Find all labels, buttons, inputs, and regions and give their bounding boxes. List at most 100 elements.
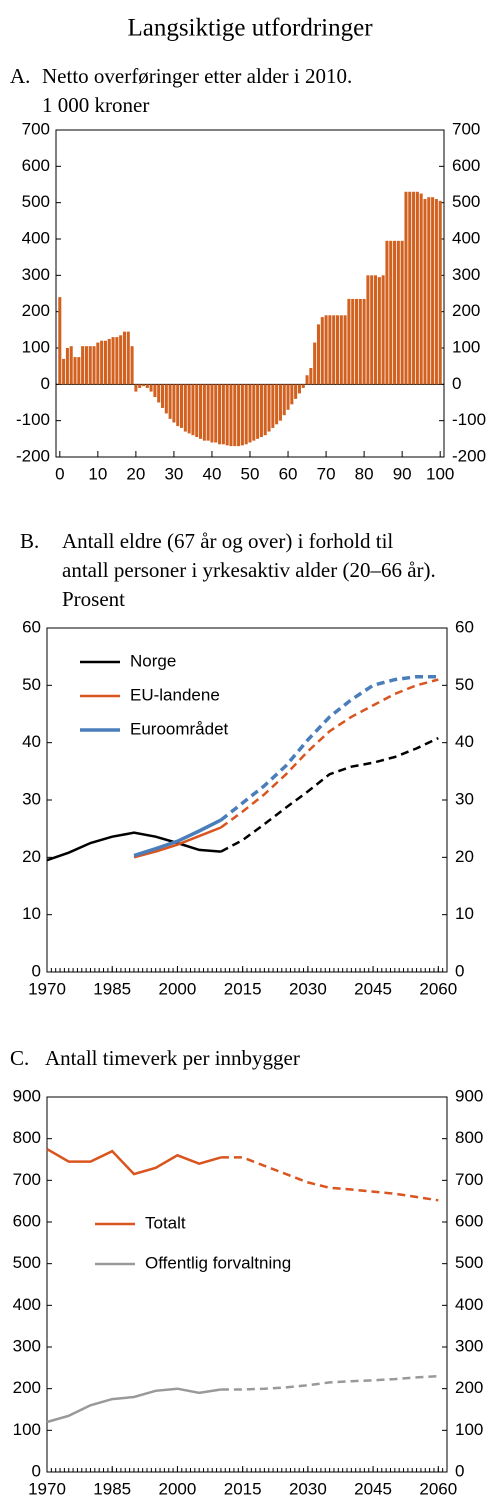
x-tick-label: 90: [393, 464, 412, 483]
bar: [275, 384, 279, 425]
x-tick-label: 1985: [93, 1479, 131, 1498]
bar: [309, 367, 313, 385]
bar: [160, 384, 165, 408]
x-tick-label: 10: [88, 464, 107, 483]
bar: [225, 384, 229, 446]
bar: [358, 298, 362, 385]
y2-tick-label: 30: [455, 789, 474, 808]
bar: [256, 384, 260, 439]
panel-label: A.: [10, 64, 30, 88]
bar: [415, 191, 419, 385]
bar: [206, 384, 210, 441]
y-tick-label: 60: [22, 617, 41, 636]
y-tick-label: 100: [22, 337, 50, 356]
x-tick-label: 80: [355, 464, 374, 483]
y2-tick-label: 700: [452, 119, 480, 138]
bar: [389, 240, 393, 385]
bar: [92, 346, 96, 385]
x-tick-label: 2045: [354, 979, 392, 998]
bar: [111, 337, 115, 385]
bar: [96, 342, 100, 385]
bar: [431, 197, 435, 385]
y-tick-label: 50: [22, 675, 41, 694]
bar: [153, 384, 157, 398]
y-tick-label: 30: [22, 789, 41, 808]
bar: [88, 346, 92, 385]
y2-tick-label: 500: [455, 1253, 483, 1272]
y-tick-label: 100: [13, 1420, 41, 1439]
y2-tick-label: 50: [455, 675, 474, 694]
bar: [134, 384, 138, 392]
legend-label: Euroområdet: [130, 719, 229, 738]
bar: [187, 384, 191, 434]
y2-tick-label: 400: [452, 228, 480, 247]
x-tick-label: 2045: [354, 1479, 392, 1498]
bar: [126, 331, 130, 385]
bar: [69, 346, 73, 385]
bar: [65, 348, 69, 385]
line-history: [133, 818, 222, 858]
bar: [248, 384, 252, 443]
line-history: [46, 831, 221, 862]
bar: [145, 384, 149, 388]
line-history: [46, 1387, 222, 1424]
x-tick-label: 2060: [419, 979, 457, 998]
bar: [195, 384, 199, 438]
x-tick-label: 40: [202, 464, 221, 483]
y2-tick-label: 700: [455, 1170, 483, 1189]
bar: [278, 384, 282, 421]
bar: [214, 384, 218, 443]
y2-tick-label: 200: [452, 301, 480, 320]
line-projection: [220, 678, 439, 829]
x-tick-label: 2000: [159, 979, 197, 998]
bar: [119, 335, 123, 385]
y2-tick-label: 100: [455, 1420, 483, 1439]
bar: [176, 384, 180, 427]
bar: [328, 315, 332, 385]
bar: [183, 384, 187, 432]
y-tick-label: 0: [32, 961, 41, 980]
bar: [149, 384, 153, 392]
y-tick-label: 200: [13, 1378, 41, 1397]
y2-tick-label: 0: [455, 961, 464, 980]
panel-label: B.: [20, 529, 39, 553]
line-projection: [219, 674, 439, 822]
bar: [271, 384, 275, 428]
x-tick-label: 70: [317, 464, 336, 483]
bar: [381, 275, 385, 385]
legend-label: Totalt: [145, 1213, 186, 1232]
legend-label: EU-landene: [130, 685, 220, 704]
bar: [339, 315, 343, 385]
bar: [297, 384, 301, 394]
bar: [385, 240, 389, 385]
x-tick-label: 1985: [93, 979, 131, 998]
bar: [103, 340, 107, 385]
chart-title: 1 000 kroner: [42, 93, 149, 117]
y2-tick-label: 0: [452, 374, 461, 393]
bar: [107, 338, 111, 385]
x-tick-label: 2015: [224, 979, 262, 998]
bar: [84, 346, 88, 385]
y2-tick-label: 600: [455, 1211, 483, 1230]
bar: [290, 384, 294, 405]
y2-tick-label: 300: [452, 265, 480, 284]
bar: [252, 384, 256, 441]
line-history: [46, 1148, 222, 1176]
y2-tick-label: 800: [455, 1128, 483, 1147]
bar: [244, 384, 248, 445]
line-projection: [220, 1374, 439, 1391]
y-tick-label: 300: [13, 1336, 41, 1355]
bar: [122, 331, 126, 385]
y2-tick-label: 600: [452, 156, 480, 175]
legend-label: Offentlig forvaltning: [145, 1253, 291, 1272]
y-tick-label: 700: [22, 119, 50, 138]
y2-tick-label: 500: [452, 192, 480, 211]
bar: [259, 384, 263, 438]
bar: [191, 384, 195, 436]
bar: [427, 197, 431, 385]
x-tick-label: 1970: [28, 979, 66, 998]
line-projection: [220, 736, 439, 853]
x-tick-label: 100: [426, 464, 454, 483]
bar: [81, 346, 85, 385]
